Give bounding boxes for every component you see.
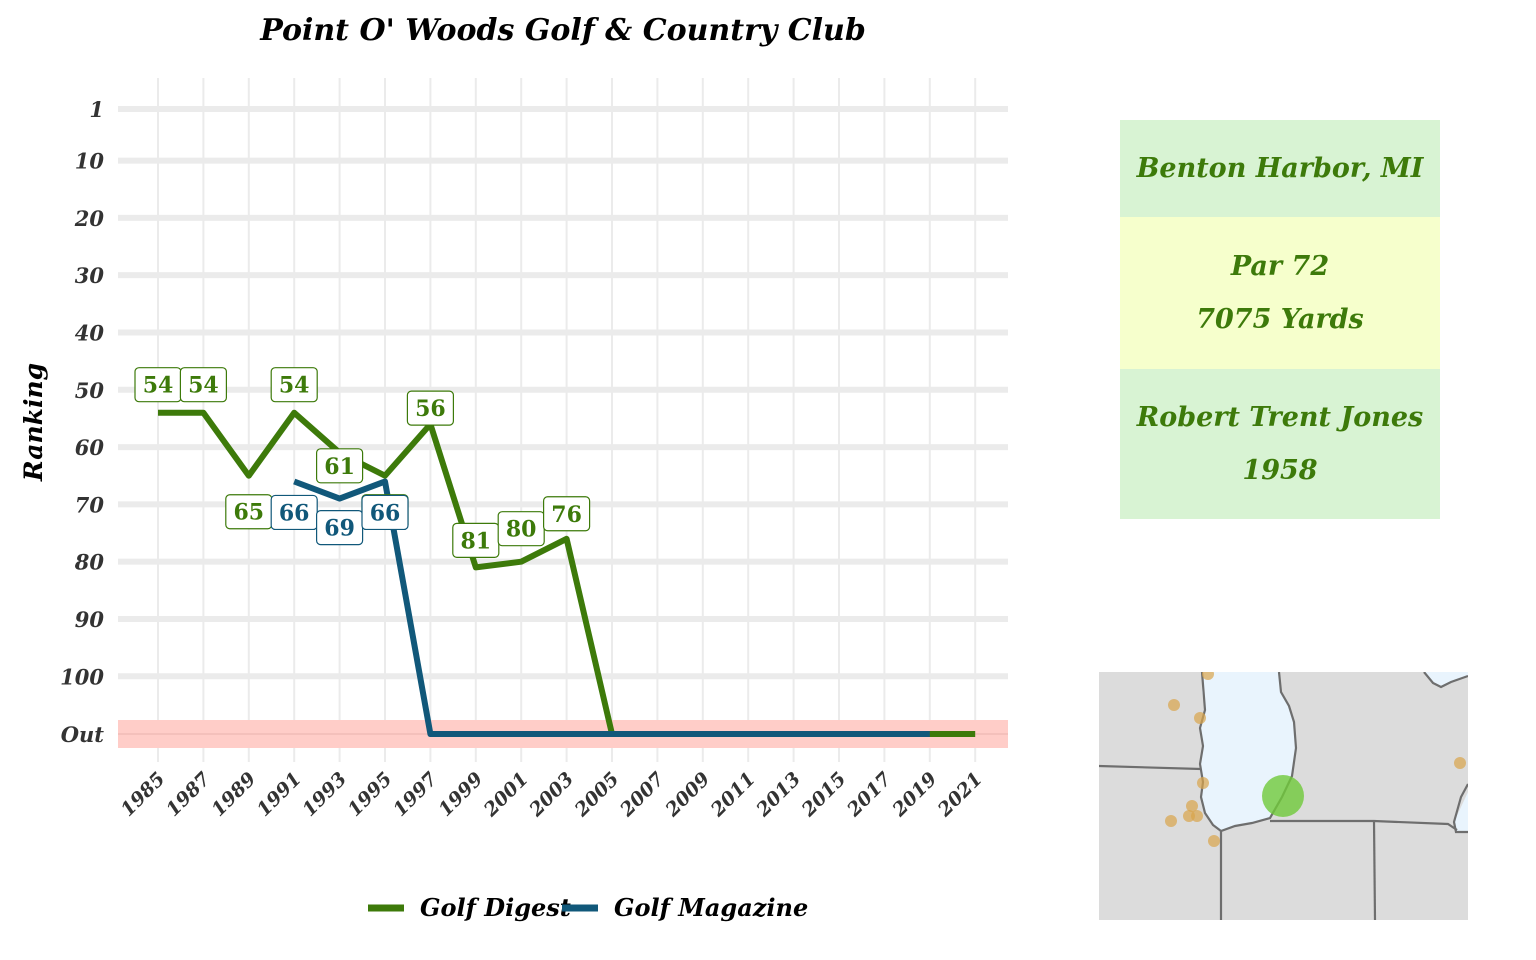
x-tick-label: 2017 (842, 768, 896, 822)
data-label: 54 (134, 367, 182, 403)
x-tick-label: 2001 (479, 768, 533, 822)
data-label-text: 56 (415, 396, 446, 422)
data-label: 80 (497, 511, 545, 547)
yards-text: 7075 Yards (1196, 304, 1364, 335)
data-label: 54 (270, 367, 318, 403)
series-line-golf-digest (158, 409, 976, 737)
location-text: Benton Harbor, MI (1136, 153, 1424, 184)
x-tick-label: 2013 (751, 768, 805, 822)
y-tick-label: 80 (74, 550, 105, 575)
legend-label: Golf Digest (420, 893, 571, 922)
x-tick-label: 2015 (797, 768, 851, 822)
map-state-border (1372, 820, 1377, 920)
other-course-dot (1202, 672, 1214, 680)
x-tick-label: 1995 (344, 768, 397, 821)
x-tick-label: 1997 (389, 768, 442, 821)
data-label-box (179, 367, 227, 403)
data-label-box (361, 494, 409, 531)
map-lake-erie (1454, 792, 1468, 832)
data-label: 54 (179, 367, 227, 403)
map-state-border (1270, 819, 1458, 831)
y-tick-label: 30 (75, 263, 105, 288)
architect-box: Robert Trent Jones 1958 (1120, 369, 1440, 519)
x-tick-label: 2009 (661, 768, 715, 822)
data-label-text: 66 (279, 500, 310, 526)
y-tick-label: 40 (75, 320, 105, 345)
x-tick-label: 1985 (117, 768, 170, 821)
y-tick-label: 90 (75, 607, 105, 632)
other-course-dot (1186, 800, 1198, 812)
data-label-box (316, 448, 364, 484)
data-label: 81 (452, 522, 500, 559)
data-label-box (406, 390, 454, 426)
other-course-dot (1191, 810, 1203, 822)
data-label-box (270, 367, 318, 403)
map-state-border (1423, 672, 1468, 689)
data-label-text: 69 (324, 516, 355, 542)
y-tick-label: 1 (89, 97, 104, 122)
y-tick-label: 60 (75, 435, 105, 460)
other-course-dot (1165, 815, 1177, 827)
y-tick-label: 50 (75, 378, 105, 403)
data-label-text: 81 (460, 528, 491, 554)
other-course-dot (1454, 757, 1466, 769)
x-tick-label: 2005 (570, 768, 624, 822)
y-tick-label: 70 (75, 492, 105, 517)
data-label-text: 54 (279, 373, 310, 399)
data-label-text: 76 (551, 502, 582, 528)
x-tick-label: 2003 (524, 768, 578, 822)
location-map (1099, 672, 1468, 920)
data-label: 66 (270, 494, 318, 531)
series-line-golf-magazine (293, 478, 930, 737)
data-label: 76 (542, 496, 591, 532)
map-state-border (1198, 672, 1298, 833)
architect-text: Robert Trent Jones (1136, 402, 1424, 433)
x-tick-label: 1993 (298, 768, 351, 821)
data-label: 66 (361, 494, 409, 531)
x-tick-label: 2007 (615, 768, 669, 822)
data-label: 69 (316, 510, 364, 546)
x-tick-label: 2011 (706, 768, 760, 822)
y-tick-label: 100 (60, 664, 104, 689)
x-tick-label: 2021 (933, 768, 987, 822)
y-tick-label: Out (61, 722, 105, 747)
location-box: Benton Harbor, MI (1120, 120, 1440, 217)
y-tick-label: 10 (75, 149, 105, 174)
other-course-dot (1194, 712, 1206, 724)
y-axis-label: Ranking (19, 363, 48, 482)
x-tick-label: 1989 (207, 768, 260, 821)
x-tick-label: 1991 (253, 768, 306, 821)
map-state-border (1099, 764, 1202, 771)
data-label: 61 (316, 448, 364, 484)
course-info-panel: Benton Harbor, MI Par 72 7075 Yards Robe… (1120, 120, 1440, 519)
other-course-dot (1168, 699, 1180, 711)
data-label-text: 61 (324, 454, 355, 480)
data-label-text: 65 (233, 500, 264, 526)
course-stats-box: Par 72 7075 Yards (1120, 217, 1440, 369)
y-tick-label: 20 (74, 206, 105, 231)
x-tick-label: 1999 (434, 768, 487, 821)
data-label-text: 80 (506, 517, 537, 543)
data-label-text: 54 (143, 373, 174, 399)
other-course-dot (1197, 777, 1209, 789)
data-label-text: 54 (188, 373, 219, 399)
map-state-border (1452, 783, 1468, 834)
other-course-dot (1208, 835, 1220, 847)
x-tick-label: 2019 (888, 768, 942, 822)
data-label-text: 66 (370, 500, 401, 526)
chart-title: Point O' Woods Golf & Country Club (259, 13, 866, 48)
data-label: 56 (406, 390, 454, 426)
x-tick-label: 1987 (162, 768, 215, 821)
course-location-marker (1262, 775, 1304, 817)
par-text: Par 72 (1230, 251, 1330, 282)
data-label: 65 (225, 494, 273, 530)
year-built-text: 1958 (1242, 455, 1318, 486)
legend-label: Golf Magazine (614, 893, 808, 922)
data-label-box (542, 496, 591, 532)
